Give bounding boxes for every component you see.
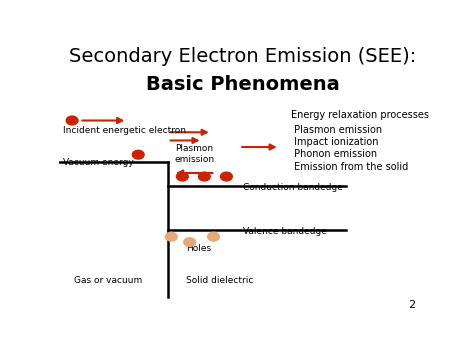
- Text: Phonon emission: Phonon emission: [291, 149, 377, 159]
- Text: Solid dielectric: Solid dielectric: [186, 276, 254, 285]
- Text: 2: 2: [409, 300, 416, 311]
- Circle shape: [208, 232, 219, 241]
- Text: Gas or vacuum: Gas or vacuum: [74, 276, 142, 285]
- Text: Energy relaxation processes: Energy relaxation processes: [291, 110, 428, 120]
- Circle shape: [176, 172, 188, 181]
- Text: Secondary Electron Emission (SEE):: Secondary Electron Emission (SEE):: [69, 47, 417, 66]
- Text: Plasmon
emission: Plasmon emission: [175, 144, 215, 164]
- Text: Emission from the solid: Emission from the solid: [291, 162, 408, 171]
- Circle shape: [66, 116, 78, 125]
- Text: Basic Phenomena: Basic Phenomena: [146, 75, 340, 94]
- Circle shape: [199, 172, 210, 181]
- Text: Valence bandedge: Valence bandedge: [243, 227, 327, 236]
- Circle shape: [132, 150, 144, 159]
- Text: Impact ionization: Impact ionization: [291, 137, 378, 147]
- Circle shape: [165, 232, 177, 241]
- Text: Vacuum energy: Vacuum energy: [63, 158, 134, 167]
- Text: Incident energetic electron: Incident energetic electron: [63, 126, 186, 135]
- Text: Conduction bandedge: Conduction bandedge: [243, 183, 343, 192]
- Text: Plasmon emission: Plasmon emission: [291, 125, 382, 135]
- Circle shape: [220, 172, 232, 181]
- Circle shape: [184, 238, 196, 246]
- Text: Holes: Holes: [186, 244, 211, 253]
